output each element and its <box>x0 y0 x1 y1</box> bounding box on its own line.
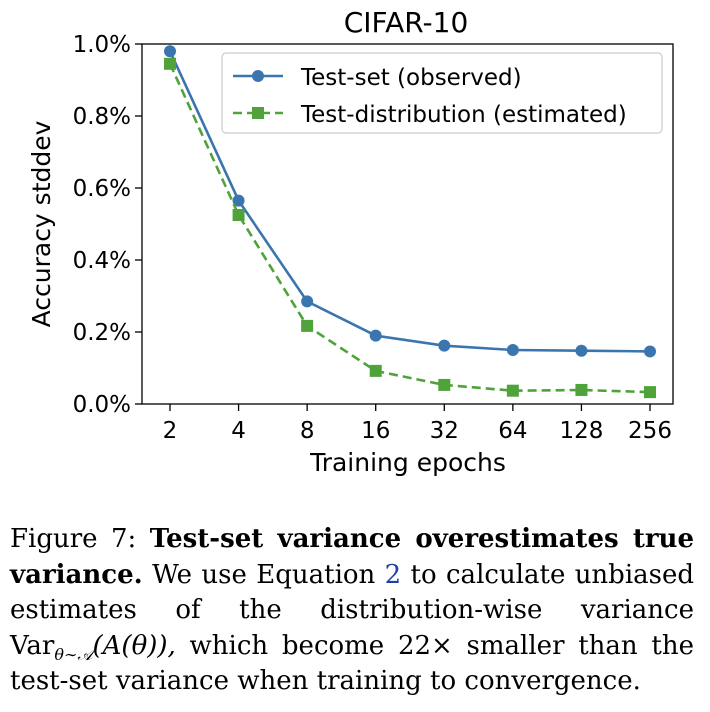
data-point-0 <box>575 344 588 357</box>
data-point-1 <box>506 384 519 397</box>
caption-math: Varθ∼𝒜(A(θ)), <box>10 630 176 664</box>
legend-marker-observed <box>252 70 264 82</box>
data-point-1 <box>644 386 656 399</box>
y-tick-label: 0.2% <box>73 320 131 346</box>
data-point-0 <box>438 339 451 352</box>
caption-label: Figure 7: <box>10 524 137 554</box>
legend-label-estimated: Test-distribution (estimated) <box>300 102 627 128</box>
math-subscript: θ∼𝒜 <box>54 644 93 664</box>
legend-marker-estimated <box>252 107 264 119</box>
line-chart: CIFAR-10 0.0% 0.2% 0.4% 0.6% 0.8% 1.0% 2 4 8 16 3… <box>27 6 674 477</box>
data-point-1 <box>232 209 245 221</box>
data-point-0 <box>644 345 656 358</box>
x-tick-label: 256 <box>628 418 672 444</box>
data-point-0 <box>164 45 176 58</box>
y-tick-label: 1.0% <box>73 32 131 58</box>
data-point-1 <box>369 364 382 377</box>
x-axis-label: Training epochs <box>309 448 506 477</box>
math-argument: (A(θ)), <box>92 630 176 661</box>
plot-area <box>141 43 674 405</box>
figure-caption: Figure 7: Test-set variance overestimate… <box>10 522 694 700</box>
y-tick-label: 0.0% <box>73 392 131 418</box>
equation-reference-link[interactable]: 2 <box>384 559 402 590</box>
x-tick-label: 64 <box>498 418 527 444</box>
series-line-0 <box>168 50 651 353</box>
x-axis-ticks: 2 4 8 16 32 64 128 256 <box>163 404 672 444</box>
series-line-1 <box>168 63 651 394</box>
math-var: Var <box>10 630 55 661</box>
series-group <box>164 45 656 399</box>
caption-bold-title: Test-set variance overestimates true var… <box>10 524 694 590</box>
legend: Test-set (observed) Test-distribution (e… <box>221 52 663 134</box>
data-point-1 <box>301 319 314 332</box>
data-point-0 <box>506 344 519 356</box>
x-tick-label: 4 <box>231 418 246 444</box>
data-point-0 <box>232 194 245 207</box>
y-tick-label: 0.4% <box>73 248 131 274</box>
caption-text-1: We use Equation <box>152 559 376 590</box>
x-tick-label: 32 <box>430 418 459 444</box>
y-axis-ticks: 0.0% 0.2% 0.4% 0.6% 0.8% 1.0% <box>73 32 142 418</box>
caption-text-2: to calculate unbiased estimates of the d… <box>10 559 695 626</box>
x-tick-label: 2 <box>163 418 178 444</box>
chart-title: CIFAR-10 <box>344 6 469 39</box>
x-tick-label: 128 <box>559 418 603 444</box>
data-point-0 <box>301 295 314 308</box>
data-point-0 <box>369 329 382 342</box>
data-point-1 <box>438 378 451 391</box>
legend-box <box>221 52 663 134</box>
caption-text-3: which become 22× smaller than the test-s… <box>10 630 694 697</box>
data-point-1 <box>164 57 176 70</box>
y-tick-label: 0.8% <box>73 104 131 130</box>
x-tick-label: 8 <box>300 418 315 444</box>
data-point-1 <box>575 383 588 396</box>
y-axis-label: Accuracy stddev <box>27 120 56 327</box>
y-tick-label: 0.6% <box>73 176 131 202</box>
legend-label-observed: Test-set (observed) <box>300 65 522 91</box>
x-tick-label: 16 <box>361 418 390 444</box>
